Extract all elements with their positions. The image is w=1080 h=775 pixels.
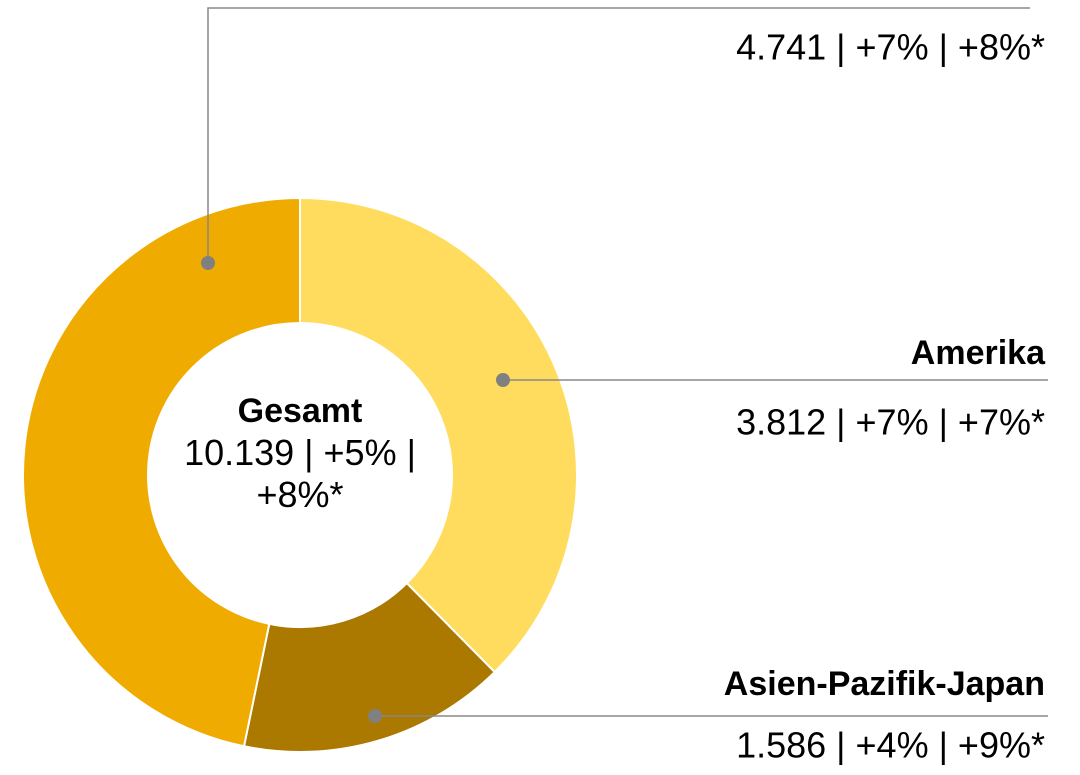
slice [242,581,497,753]
slice [22,196,301,748]
center-title: Gesamt [237,392,363,430]
center-text: 10.139 | +5% | +8%* [184,432,416,515]
leader-line [207,7,1030,263]
leader-dot [201,256,215,270]
slice-name: Asien-Pazifik-Japan [724,665,1045,703]
slice [299,196,578,674]
leader-dot [496,373,510,387]
value-label: 4.741 | +7% | +8%* [736,27,1045,68]
slice-name: Amerika [911,334,1046,372]
leader-dot [368,709,382,723]
center-label: Gesamt 10.139 | +5% | +8%* [150,390,450,516]
value-label: 3.812 | +7% | +7%* [736,402,1045,443]
value-label: 1.586 | +4% | +9%* [736,725,1045,766]
